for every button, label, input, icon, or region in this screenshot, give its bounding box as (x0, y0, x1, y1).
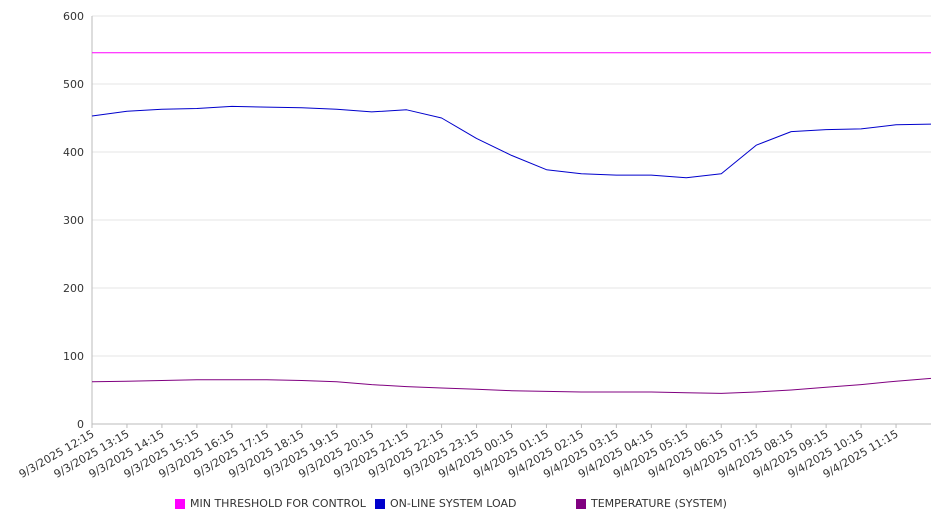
legend-item[interactable]: ON-LINE SYSTEM LOAD (375, 497, 516, 510)
y-tick-label: 600 (63, 10, 84, 23)
y-tick-label: 0 (77, 418, 84, 431)
y-tick-label: 300 (63, 214, 84, 227)
legend-label: TEMPERATURE (SYSTEM) (591, 497, 727, 510)
chart-legend: MIN THRESHOLD FOR CONTROL ON-LINE SYSTEM … (0, 497, 946, 515)
legend-swatch (576, 498, 586, 509)
series-line-on-line-system-load (91, 105, 932, 179)
series-lines (91, 52, 932, 394)
x-tick-labels: 9/3/2025 12:159/3/2025 13:159/3/2025 14:… (17, 424, 901, 481)
y-tick-label: 200 (63, 282, 84, 295)
legend-item[interactable]: MIN THRESHOLD FOR CONTROL (175, 497, 366, 510)
y-tick-label: 100 (63, 350, 84, 363)
legend-item[interactable]: TEMPERATURE (SYSTEM) (576, 497, 727, 510)
legend-label: MIN THRESHOLD FOR CONTROL (190, 497, 366, 510)
legend-swatch (175, 498, 185, 509)
y-tick-label: 500 (63, 78, 84, 91)
legend-label: ON-LINE SYSTEM LOAD (390, 497, 517, 510)
y-tick-label: 400 (63, 146, 84, 159)
series-line-temperature-system (91, 377, 932, 394)
y-tick-labels: 0 100 200 300 400 500 600 (63, 10, 84, 431)
legend-swatch (375, 498, 385, 509)
grid-lines (92, 15, 931, 357)
